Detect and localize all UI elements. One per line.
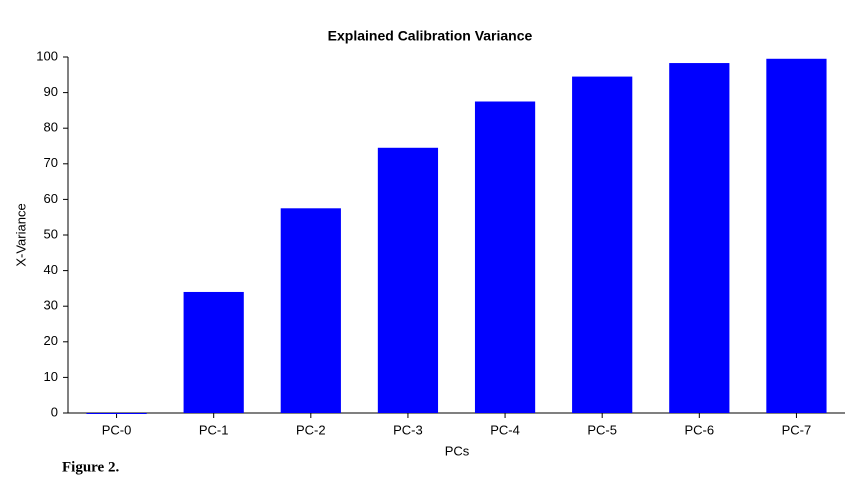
figure-caption: Figure 2.: [62, 459, 119, 475]
x-tick-label: PC-0: [102, 422, 132, 437]
y-tick-label: 10: [44, 369, 58, 384]
bar: [183, 291, 244, 413]
x-tick-label: PC-1: [199, 422, 229, 437]
x-tick-label: PC-5: [587, 422, 617, 437]
y-tick-label: 40: [44, 262, 58, 277]
x-tick-label: PC-7: [782, 422, 812, 437]
y-tick-label: 90: [44, 84, 58, 99]
x-tick-label: PC-6: [685, 422, 715, 437]
bar: [572, 76, 633, 413]
x-tick-label: PC-2: [296, 422, 326, 437]
bar: [280, 208, 341, 413]
y-tick-label: 60: [44, 191, 58, 206]
x-tick-label: PC-4: [490, 422, 520, 437]
y-tick-label: 80: [44, 120, 58, 135]
x-axis-label: PCs: [445, 443, 470, 458]
y-tick-label: 70: [44, 155, 58, 170]
bar: [474, 101, 536, 413]
y-tick-label: 0: [51, 404, 58, 419]
chart-title: Explained Calibration Variance: [328, 28, 533, 44]
y-tick-label: 100: [36, 48, 58, 63]
bar: [86, 413, 147, 414]
bar: [766, 58, 827, 413]
bar: [377, 147, 439, 413]
y-tick-label: 20: [44, 333, 58, 348]
y-tick-label: 30: [44, 298, 58, 313]
x-tick-label: PC-3: [393, 422, 423, 437]
y-axis-label: X-Variance: [13, 203, 28, 266]
bar: [669, 63, 730, 413]
y-tick-label: 50: [44, 226, 58, 241]
